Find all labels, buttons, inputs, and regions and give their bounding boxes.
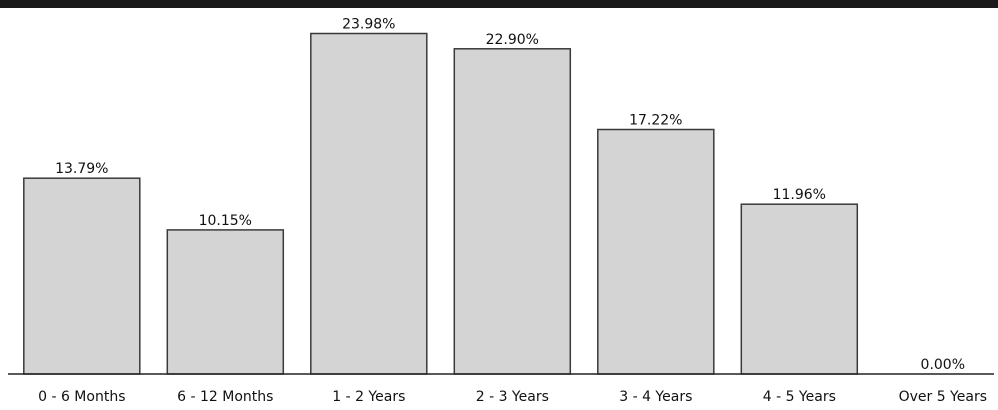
category-label-6: Over 5 Years [899,389,987,405]
top-band [0,0,998,8]
value-label-6: 0.00% [921,357,965,373]
value-label-3: 22.90% [486,32,539,48]
category-label-1: 6 - 12 Months [177,389,273,405]
bar-3 [453,48,572,375]
bar-4 [597,128,715,375]
value-label-4: 17.22% [629,113,682,129]
category-label-5: 4 - 5 Years [763,389,836,405]
category-label-3: 2 - 3 Years [476,389,549,405]
value-label-5: 11.96% [773,187,826,203]
bar-0 [23,177,141,375]
category-label-0: 0 - 6 Months [38,389,125,405]
value-label-1: 10.15% [199,213,252,229]
bar-1 [166,229,285,375]
bar-5 [740,203,859,375]
category-label-2: 1 - 2 Years [332,389,405,405]
value-label-2: 23.98% [342,17,395,33]
value-label-0: 13.79% [55,161,108,177]
category-label-4: 3 - 4 Years [619,389,692,405]
bar-2 [310,32,428,375]
